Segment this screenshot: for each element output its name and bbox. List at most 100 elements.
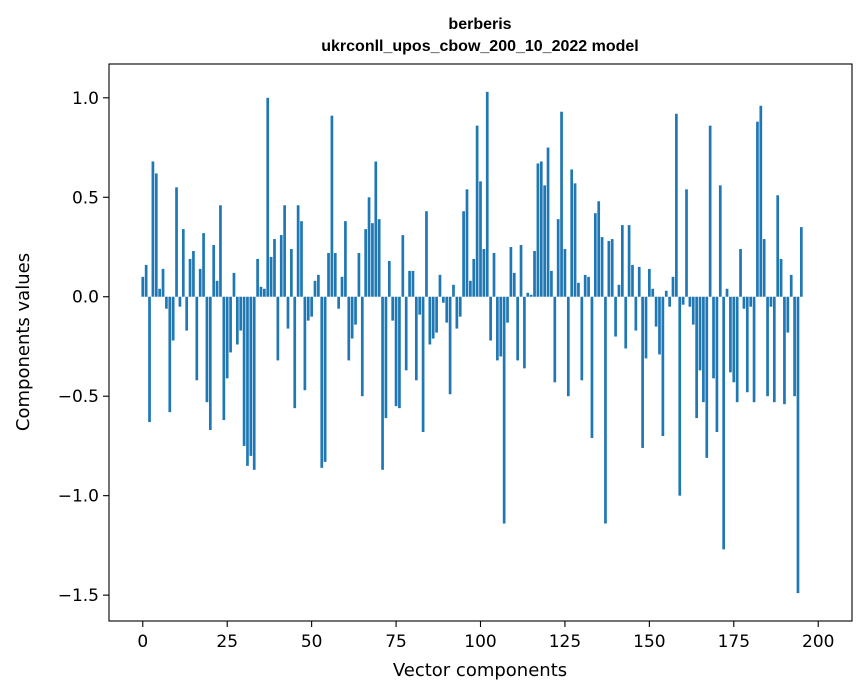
bar-component-21: [212, 245, 216, 297]
bar-component-14: [188, 258, 192, 297]
bar-component-133: [590, 296, 594, 438]
bar-component-161: [685, 189, 688, 297]
bar-component-148: [641, 296, 644, 448]
bar-component-15: [192, 250, 195, 297]
bar-component-49: [306, 296, 310, 321]
bar-component-138: [607, 241, 611, 297]
bar-component-132: [587, 276, 590, 297]
bar-component-115: [529, 294, 533, 297]
bar-component-7: [165, 296, 168, 309]
bar-component-191: [786, 296, 790, 333]
bar-component-139: [610, 239, 614, 297]
bar-component-25: [225, 296, 229, 379]
bar-component-80: [411, 270, 415, 297]
bar-component-117: [536, 163, 540, 297]
bar-component-23: [219, 205, 222, 297]
bar-component-140: [614, 296, 617, 337]
bar-component-2: [148, 296, 151, 423]
bar-component-118: [539, 161, 543, 297]
bar-series: [141, 91, 803, 594]
bar-component-57: [333, 252, 337, 297]
bar-component-106: [499, 296, 503, 357]
y-tick-label: −1.0: [58, 487, 99, 507]
bar-component-112: [519, 245, 523, 297]
bar-component-142: [620, 225, 624, 297]
bar-component-128: [573, 183, 577, 297]
bar-component-96: [465, 189, 469, 297]
bar-component-89: [442, 296, 445, 303]
bar-component-13: [185, 296, 189, 331]
bar-component-116: [533, 250, 536, 297]
bar-component-182: [756, 121, 759, 297]
bar-component-174: [729, 296, 732, 373]
bar-component-17: [198, 268, 202, 297]
x-tick-label: 200: [802, 632, 834, 652]
bar-component-19: [205, 296, 209, 403]
bar-component-125: [563, 249, 567, 297]
bar-component-162: [688, 296, 692, 307]
bar-component-63: [354, 296, 357, 325]
bar-component-48: [303, 296, 307, 391]
bar-component-185: [766, 296, 769, 397]
bar-component-153: [658, 296, 661, 355]
bar-component-41: [279, 235, 283, 297]
bar-component-180: [749, 296, 753, 307]
bar-component-6: [161, 268, 165, 297]
bar-component-184: [762, 239, 766, 297]
x-tick-label: 50: [301, 632, 323, 652]
bar-component-26: [229, 296, 232, 353]
bar-component-108: [506, 296, 509, 323]
bar-component-55: [327, 252, 330, 297]
bar-component-79: [408, 270, 411, 297]
bar-component-46: [296, 205, 300, 297]
bar-component-10: [175, 187, 178, 297]
bar-component-65: [360, 296, 364, 397]
y-tick-label: −0.5: [58, 387, 99, 407]
x-tick-label: 125: [549, 632, 581, 652]
bar-component-66: [364, 229, 368, 297]
bar-component-166: [702, 296, 705, 403]
bar-component-164: [695, 296, 698, 419]
bar-component-97: [469, 280, 472, 297]
bar-component-35: [259, 286, 263, 297]
bar-component-135: [597, 201, 601, 297]
bar-component-193: [793, 296, 796, 397]
bar-component-151: [651, 288, 655, 297]
bar-component-102: [485, 91, 489, 297]
bar-component-168: [708, 125, 712, 297]
bar-component-68: [371, 223, 374, 297]
bar-component-163: [691, 296, 695, 325]
bar-component-38: [269, 256, 273, 297]
bar-component-178: [742, 296, 746, 309]
bar-component-172: [722, 296, 726, 550]
bar-component-31: [246, 296, 249, 466]
y-axis-label: Components values: [13, 253, 34, 431]
bar-component-45: [293, 296, 297, 409]
bar-component-160: [681, 296, 685, 305]
bar-component-39: [273, 239, 276, 297]
bar-component-181: [752, 296, 756, 403]
bar-component-16: [195, 296, 199, 381]
bar-component-94: [458, 296, 462, 317]
bar-component-59: [340, 276, 344, 297]
bar-component-3: [151, 161, 155, 297]
bar-component-190: [783, 296, 786, 405]
bar-component-0: [141, 276, 145, 297]
x-tick-label: 175: [718, 632, 750, 652]
bar-component-92: [452, 284, 455, 297]
bar-component-52: [317, 274, 320, 297]
y-tick-label: −1.5: [58, 586, 99, 606]
bar-component-189: [779, 258, 783, 297]
bar-component-103: [489, 296, 492, 341]
bar-component-75: [394, 296, 398, 407]
bar-component-83: [421, 296, 425, 433]
bar-component-186: [769, 296, 773, 307]
x-tick-label: 0: [137, 632, 148, 652]
bar-component-99: [475, 125, 479, 297]
bar-component-58: [337, 296, 340, 309]
bar-component-95: [462, 211, 465, 297]
bar-component-24: [222, 296, 226, 421]
bar-component-141: [617, 284, 621, 297]
bar-component-47: [300, 221, 303, 297]
